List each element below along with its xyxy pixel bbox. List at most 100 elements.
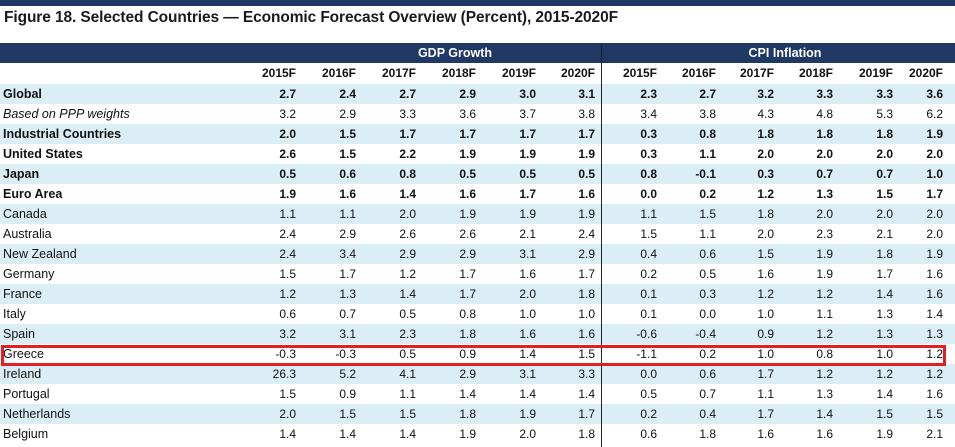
table-cell: 1.4 [399,187,416,201]
table-cell: 2.0 [279,127,296,141]
row-label: Australia [3,227,52,241]
table-cell: 0.3 [640,147,657,161]
gdp-growth-header: GDP Growth [417,46,493,60]
table-cell: 3.1 [519,247,536,261]
table-cell: 1.1 [699,147,716,161]
table-row: Based on PPP weights 3.2 2.9 3.3 3.6 3.7 3.8 3.… [0,104,955,124]
table-cell: 3.1 [578,87,595,101]
table-cell: 1.3 [816,387,833,401]
table-cell: 0.6 [339,167,356,181]
table-cell: 1.7 [578,127,595,141]
table-cell: 1.7 [339,267,356,281]
table-cell: 1.8 [699,427,716,441]
table-cell: 0.3 [699,287,716,301]
table-cell: 0.0 [699,307,716,321]
table-cell: 0.1 [640,307,657,321]
table-cell: 1.5 [339,407,356,421]
table-cell: 0.9 [459,347,476,361]
table-cell: -1.1 [636,347,657,361]
table-cell: 1.5 [876,187,893,201]
table-cell: 1.4 [876,287,893,301]
table-cell: 4.8 [816,107,833,121]
row-label: Japan [3,167,40,181]
table-cell: 0.8 [640,167,657,181]
row-label: Portugal [3,387,50,401]
table-cell: 1.7 [459,287,476,301]
table-cell: 1.2 [926,347,943,361]
table-cell: 1.5 [640,227,657,241]
table-cell: 1.7 [578,407,595,421]
table-cell: 2.4 [279,227,296,241]
year-header: 2017F [381,66,416,80]
table-cell: 2.0 [816,207,833,221]
year-header: 2015F [622,66,657,80]
table-cell: 1.2 [757,287,774,301]
table-cell: 3.7 [519,107,536,121]
table-cell: 3.3 [816,87,833,101]
table-cell: 0.3 [640,127,657,141]
table-row: United States 2.6 1.5 2.2 1.9 1.9 1.9 0.3 1.1 2.0… [0,144,955,164]
table-cell: 4.1 [399,367,416,381]
table-cell: 1.6 [459,187,476,201]
table-cell: 1.9 [459,427,476,441]
table-cell: 1.9 [816,247,833,261]
table-cell: 1.7 [459,267,476,281]
table-cell: 0.0 [640,187,657,201]
table-cell: 2.9 [459,87,476,101]
row-label: Greece [3,347,44,361]
table-cell: 2.0 [816,147,833,161]
table-cell: 26.3 [272,367,296,381]
table-cell: 1.2 [926,367,943,381]
table-cell: 3.2 [279,107,296,121]
table-cell: 2.3 [399,327,416,341]
table-cell: 2.6 [399,227,416,241]
table-cell: 2.0 [279,407,296,421]
table-cell: -0.3 [335,347,356,361]
table-cell: 1.9 [876,427,893,441]
table-cell: 0.2 [699,347,716,361]
table-cell: 1.1 [339,207,356,221]
table-cell: 1.4 [519,387,536,401]
table-cell: 1.1 [816,307,833,321]
table-cell: 0.5 [578,167,595,181]
table-cell: 6.2 [926,107,943,121]
table-cell: 3.3 [399,107,416,121]
table-cell: 1.7 [459,127,476,141]
row-label: Based on PPP weights [3,107,130,121]
table-cell: 0.5 [459,167,476,181]
table-cell: 0.5 [519,167,536,181]
table-cell: 1.6 [519,327,536,341]
table-cell: 1.8 [757,127,774,141]
table-cell: 1.4 [399,427,416,441]
table-cell: 1.8 [459,327,476,341]
row-label: Ireland [3,367,42,381]
table-cell: 1.2 [279,287,296,301]
table-cell: 1.9 [816,267,833,281]
table-cell: 3.3 [578,367,595,381]
table-cell: 1.0 [757,347,774,361]
table-cell: 2.4 [339,87,356,101]
table-row: Industrial Countries 2.0 1.5 1.7 1.7 1.7 1.7 0.… [0,124,955,144]
table-cell: 1.8 [876,127,893,141]
table-cell: 1.6 [519,267,536,281]
table-cell: 1.5 [876,407,893,421]
table-cell: 1.1 [640,207,657,221]
table-cell: 5.3 [876,107,893,121]
table-cell: 1.0 [578,307,595,321]
year-header: 2020F [908,66,943,80]
table-cell: 1.8 [876,247,893,261]
table-cell: 1.9 [578,207,595,221]
table-cell: 2.2 [399,147,416,161]
table-cell: 1.7 [519,187,536,201]
table-cell: 0.9 [757,327,774,341]
table-cell: -0.6 [636,327,657,341]
table-cell: 3.1 [339,327,356,341]
table-cell: 1.4 [578,387,595,401]
table-cell: 2.1 [519,227,536,241]
table-cell: 1.2 [399,267,416,281]
table-cell: 1.7 [876,267,893,281]
table-cell: 3.0 [519,87,536,101]
table-cell: 1.5 [399,407,416,421]
table-cell: 0.6 [279,307,296,321]
table-cell: 2.3 [640,87,657,101]
